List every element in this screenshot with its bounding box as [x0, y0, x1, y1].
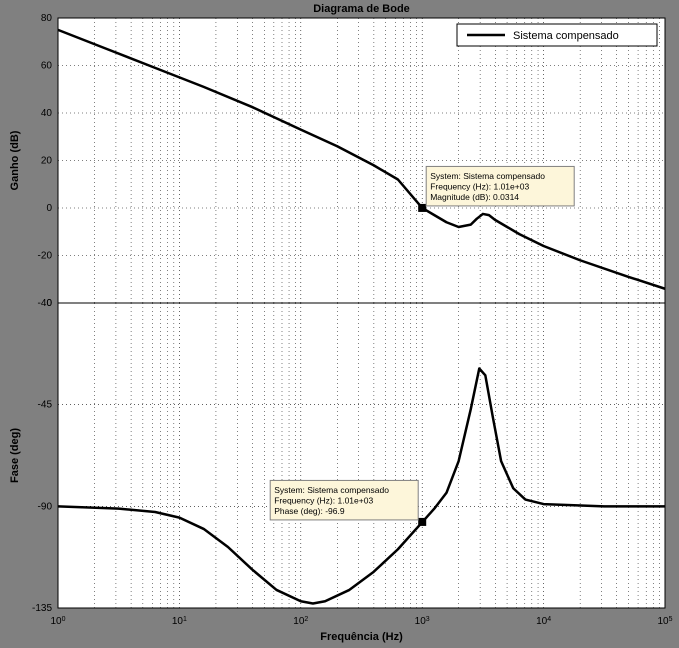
legend-label: Sistema compensado: [513, 30, 619, 42]
bode-figure: -40-20020406080-135-90-45010010110210310…: [0, 0, 679, 648]
datatip-line: Frequency (Hz): 1.01e+03: [430, 181, 529, 191]
phase-ytick-label: -135: [32, 603, 52, 614]
magnitude-ytick-label: -20: [38, 251, 53, 262]
bode-svg: -40-20020406080-135-90-45010010110210310…: [0, 0, 679, 648]
magnitude-ytick-label: 0: [46, 203, 52, 214]
datatip-marker[interactable]: [419, 204, 426, 211]
datatip-line: System: Sistema compensado: [430, 171, 545, 181]
figure-title: Diagrama de Bode: [313, 3, 410, 15]
phase-plot-area: [58, 303, 665, 608]
xtick-label: 104: [536, 616, 551, 628]
datatip-line: Frequency (Hz): 1.01e+03: [274, 495, 373, 505]
magnitude-ytick-label: 40: [41, 108, 53, 119]
datatip-marker[interactable]: [419, 518, 426, 525]
xtick-label: 103: [415, 616, 430, 628]
magnitude-ytick-label: 20: [41, 156, 53, 167]
phase-ytick-label: 0: [46, 298, 52, 309]
x-axis-label: Frequência (Hz): [320, 631, 403, 643]
phase-ytick-label: -90: [38, 501, 53, 512]
magnitude-ytick-label: 60: [41, 61, 53, 72]
xtick-label: 102: [293, 616, 308, 628]
magnitude-ytick-label: 80: [41, 13, 53, 24]
datatip-line: Phase (deg): -96.9: [274, 506, 345, 516]
phase-y-axis-label: Fase (deg): [9, 428, 21, 483]
datatip-line: Magnitude (dB): 0.0314: [430, 192, 519, 202]
xtick-label: 105: [657, 616, 672, 628]
magnitude-y-axis-label: Ganho (dB): [9, 130, 21, 190]
xtick-label: 100: [50, 616, 65, 628]
phase-ytick-label: -45: [38, 400, 53, 411]
magnitude-plot-area: [58, 18, 665, 303]
xtick-label: 101: [172, 616, 187, 628]
datatip-line: System: Sistema compensado: [274, 485, 389, 495]
